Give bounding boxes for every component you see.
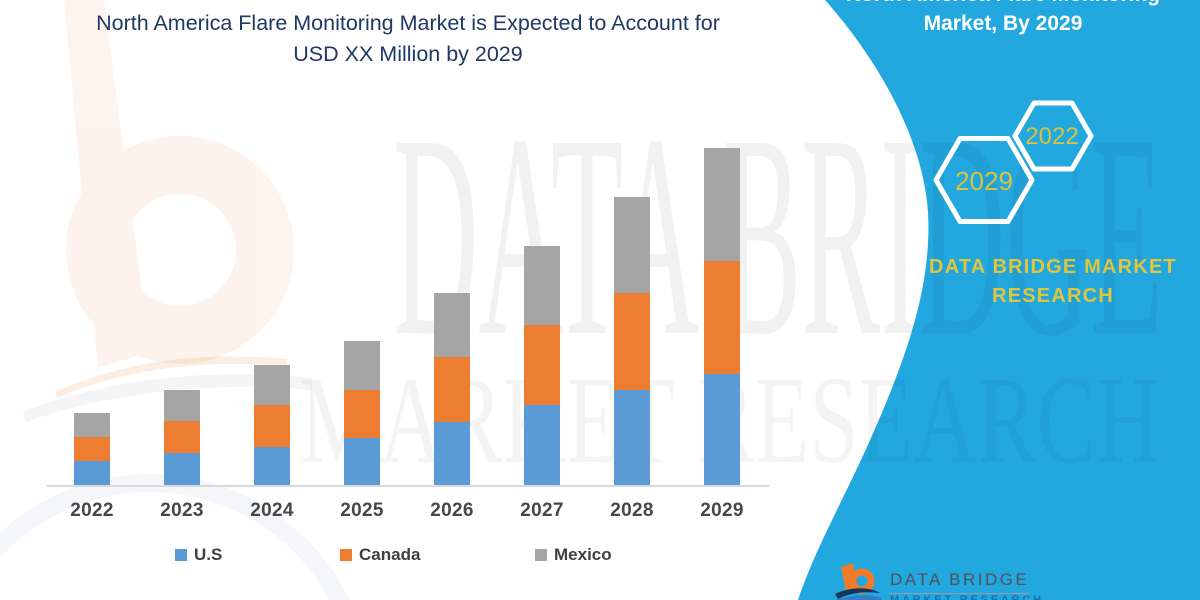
footer-logo-name: DATA BRIDGE — [890, 570, 1030, 594]
bar-2026-Mexico — [434, 293, 470, 357]
x-tick-2024: 2024 — [250, 500, 294, 521]
footer-logo-subtitle: MARKET RESEARCH — [890, 594, 1044, 600]
chart-title-line1: North America Flare Monitoring Market is… — [96, 11, 720, 35]
watermark-b-stem — [64, 0, 150, 368]
x-tick-2028: 2028 — [610, 500, 654, 521]
bar-2029 — [704, 148, 740, 486]
bar-2029-Mexico — [704, 148, 740, 261]
bar-2025-Mexico — [344, 341, 380, 390]
x-tick-2023: 2023 — [160, 500, 204, 521]
bar-2023-Canada — [164, 421, 200, 453]
bar-2022-U.S — [74, 461, 110, 486]
watermark-b-bowl — [66, 136, 294, 364]
x-tick-2027: 2027 — [520, 500, 564, 521]
bar-2029-Canada — [704, 261, 740, 374]
bar-2026 — [434, 293, 470, 486]
x-tick-2022: 2022 — [70, 500, 114, 521]
legend-label-U.S: U.S — [194, 545, 223, 564]
hexagon-2029 — [933, 136, 1035, 224]
bar-2027-Mexico — [524, 246, 560, 325]
bar-2026-Canada — [434, 357, 470, 422]
bar-2029-U.S — [704, 374, 740, 486]
bar-2026-U.S — [434, 422, 470, 486]
logo-b-watermark — [64, 0, 294, 368]
legend-swatch-Mexico — [535, 549, 547, 561]
bar-2027-Canada — [524, 325, 560, 405]
chart-title-line2: USD XX Million by 2029 — [293, 42, 523, 66]
bar-2022 — [74, 413, 110, 486]
panel-heading-line1: North America Flare Monitoring — [836, 0, 1170, 9]
panel-heading-line2: Market, By 2029 — [923, 12, 1083, 35]
hexagon-2029-label: 2029 — [955, 166, 1013, 196]
hexagon-2022 — [1012, 100, 1094, 172]
bar-2028 — [614, 197, 650, 486]
legend-swatch-Canada — [340, 549, 352, 561]
bar-2023-U.S — [164, 453, 200, 486]
brand-text: DATA BRIDGE MARKET RESEARCH — [898, 253, 1200, 311]
bar-2023 — [164, 390, 200, 486]
watermark-swoosh-navy — [22, 374, 312, 422]
right-panel-shape — [798, 0, 1200, 600]
x-tick-2029: 2029 — [700, 500, 744, 521]
watermark-swoosh-orange — [55, 356, 287, 398]
footer-logo-mark — [835, 563, 881, 600]
bar-2023-Mexico — [164, 390, 200, 421]
panel-heading: North America Flare Monitoring Market, B… — [836, 0, 1170, 38]
bar-2028-Canada — [614, 293, 650, 390]
bar-2027 — [524, 246, 560, 486]
footer-swoosh-blue — [838, 595, 881, 600]
bar-2025-Canada — [344, 390, 380, 438]
hexagon-2022-label: 2022 — [1025, 123, 1079, 150]
bar-2025 — [344, 341, 380, 486]
bar-2024-Mexico — [254, 365, 290, 405]
brand-text-line1: DATA BRIDGE MARKET — [929, 256, 1177, 278]
bar-2027-U.S — [524, 405, 560, 486]
bar-2025-U.S — [344, 438, 380, 486]
legend-label-Canada: Canada — [359, 545, 421, 564]
x-tick-2025: 2025 — [340, 500, 384, 521]
chart-title: North America Flare Monitoring Market is… — [18, 8, 798, 70]
bar-2024-U.S — [254, 447, 290, 486]
x-tick-2026: 2026 — [430, 500, 474, 521]
bar-2022-Mexico — [74, 413, 110, 437]
bar-2024 — [254, 365, 290, 486]
legend-item-U.S: U.S — [175, 545, 222, 565]
bar-2028-U.S — [614, 390, 650, 486]
brand-text-line2: RESEARCH — [992, 285, 1114, 307]
legend-label-Mexico: Mexico — [554, 545, 612, 564]
legend-item-Mexico: Mexico — [535, 545, 612, 565]
legend-item-Canada: Canada — [340, 545, 420, 565]
watermark-arc — [0, 474, 350, 600]
legend-swatch-U.S — [175, 549, 187, 561]
bar-2024-Canada — [254, 405, 290, 447]
x-axis-line — [47, 485, 769, 487]
bar-2028-Mexico — [614, 197, 650, 293]
footer-swoosh-navy — [835, 588, 880, 599]
bar-2022-Canada — [74, 437, 110, 461]
